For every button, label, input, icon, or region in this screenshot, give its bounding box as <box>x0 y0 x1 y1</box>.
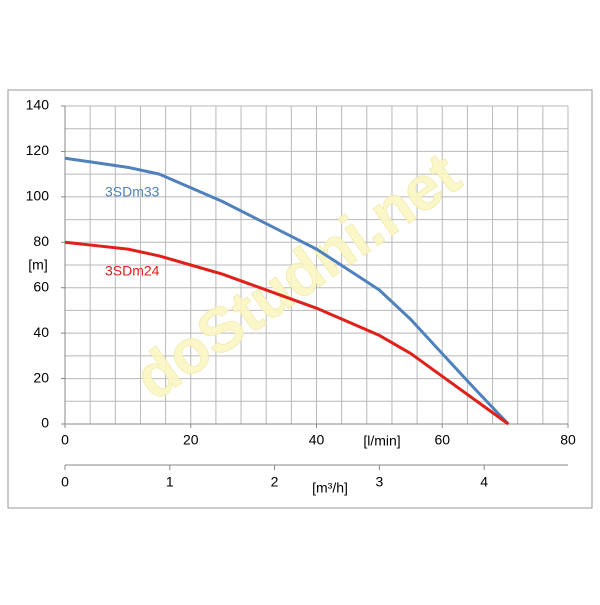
x2-tick-label: 2 <box>271 474 279 490</box>
x-tick-label: 80 <box>560 432 576 448</box>
x-tick-label: 0 <box>61 432 69 448</box>
x-tick-label: 20 <box>183 432 199 448</box>
y-tick-label: 140 <box>26 97 50 113</box>
series-label: 3SDm24 <box>105 263 160 279</box>
x-tick-label: 60 <box>434 432 450 448</box>
y-tick-label: 100 <box>26 188 50 204</box>
y-tick-label: 0 <box>41 415 49 431</box>
y-tick-label: 120 <box>26 142 50 158</box>
series-label: 3SDm33 <box>105 184 160 200</box>
x-axis-label: [l/min] <box>363 433 400 449</box>
x-tick-label: 40 <box>309 432 325 448</box>
y-tick-label: 60 <box>33 278 49 294</box>
y-tick-label: 40 <box>33 324 49 340</box>
series-line <box>64 156 510 426</box>
x2-tick-label: 1 <box>166 474 174 490</box>
x2-axis-label: [m³/h] <box>312 480 348 496</box>
x2-tick-label: 4 <box>480 474 488 490</box>
x2-tick-label: 0 <box>61 474 69 490</box>
x2-tick-label: 3 <box>375 474 383 490</box>
series-line <box>64 240 510 426</box>
y-tick-label: 80 <box>33 233 49 249</box>
y-tick-label: 20 <box>33 369 49 385</box>
y-axis-label: [m] <box>28 257 47 273</box>
